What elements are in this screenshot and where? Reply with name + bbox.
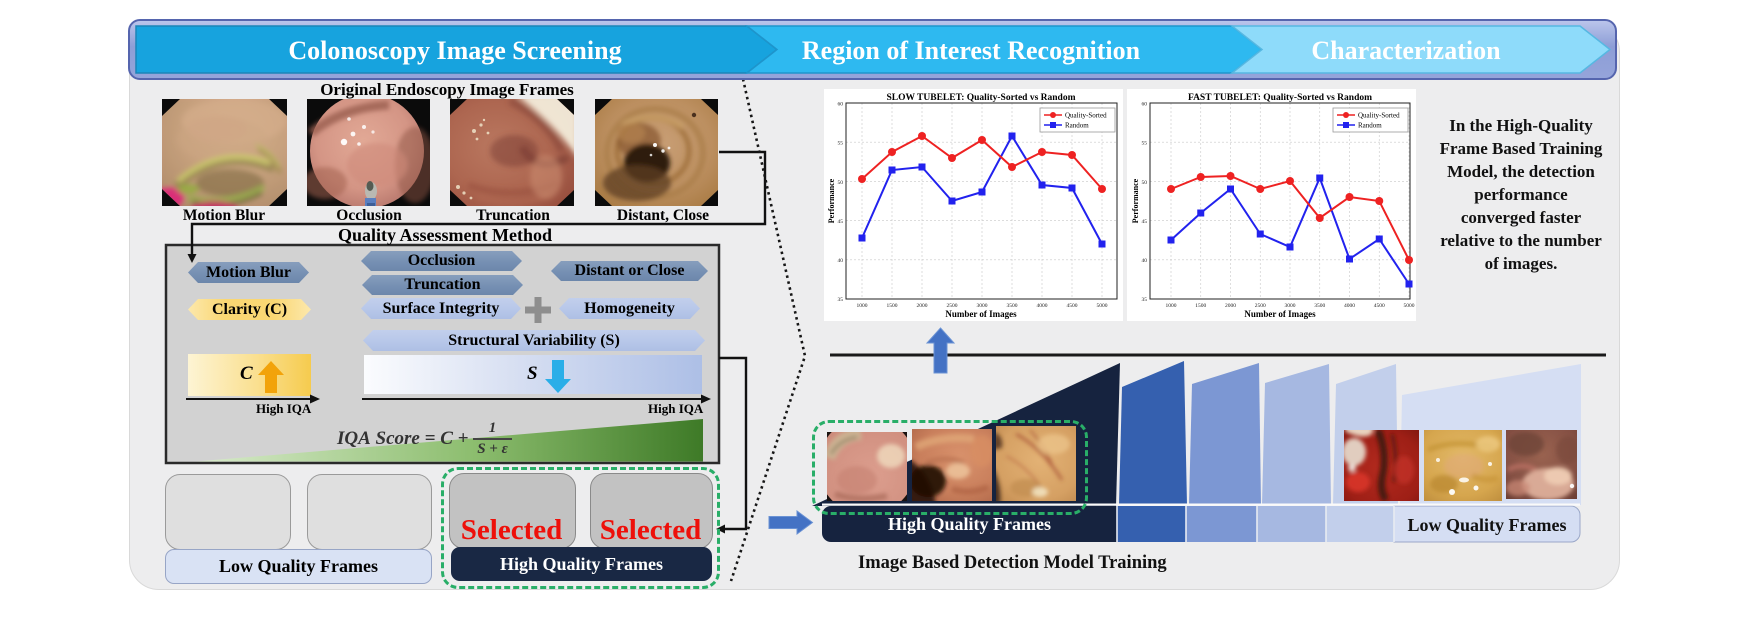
svg-text:45: 45 (838, 219, 844, 225)
svg-text:2500: 2500 (1255, 303, 1266, 309)
svg-text:1500: 1500 (887, 303, 898, 309)
svg-text:4500: 4500 (1067, 303, 1078, 309)
svg-text:Region of Interest Recognition: Region of Interest Recognition (802, 36, 1141, 65)
svg-text:Number of Images: Number of Images (1244, 309, 1316, 319)
svg-text:3500: 3500 (1314, 303, 1325, 309)
svg-text:55: 55 (838, 141, 844, 147)
svg-text:Colonoscopy Image Screening: Colonoscopy Image Screening (288, 36, 621, 65)
svg-text:3000: 3000 (977, 303, 988, 309)
svg-text:60: 60 (1142, 102, 1148, 108)
svg-text:45: 45 (1142, 219, 1148, 225)
svg-text:40: 40 (1142, 258, 1148, 264)
svg-text:50: 50 (1142, 180, 1148, 186)
svg-text:5000: 5000 (1404, 303, 1415, 309)
svg-text:Random: Random (1065, 122, 1089, 130)
svg-text:2500: 2500 (947, 303, 958, 309)
svg-text:Performance: Performance (827, 178, 836, 223)
svg-text:60: 60 (838, 102, 844, 108)
svg-text:1000: 1000 (1166, 303, 1177, 309)
svg-text:Random: Random (1358, 122, 1382, 130)
svg-text:SLOW TUBELET: Quality-Sorted v: SLOW TUBELET: Quality-Sorted vs Random (887, 93, 1076, 103)
svg-text:3000: 3000 (1285, 303, 1296, 309)
svg-text:Characterization: Characterization (1311, 36, 1501, 65)
svg-text:50: 50 (838, 180, 844, 186)
svg-text:1000: 1000 (857, 303, 868, 309)
svg-text:5000: 5000 (1097, 303, 1108, 309)
svg-text:FAST TUBELET: Quality-Sorted v: FAST TUBELET: Quality-Sorted vs Random (1188, 93, 1372, 103)
svg-text:1500: 1500 (1195, 303, 1206, 309)
svg-text:4000: 4000 (1344, 303, 1355, 309)
svg-text:3500: 3500 (1007, 303, 1018, 309)
svg-text:4000: 4000 (1037, 303, 1048, 309)
svg-text:Number of Images: Number of Images (945, 309, 1017, 319)
svg-text:2000: 2000 (1225, 303, 1236, 309)
svg-text:Performance: Performance (1131, 178, 1140, 223)
svg-text:35: 35 (1142, 297, 1148, 303)
svg-text:2000: 2000 (917, 303, 928, 309)
svg-text:4500: 4500 (1374, 303, 1385, 309)
svg-text:55: 55 (1142, 141, 1148, 147)
svg-text:Quality-Sorted: Quality-Sorted (1358, 112, 1400, 120)
svg-text:40: 40 (838, 258, 844, 264)
svg-text:Quality-Sorted: Quality-Sorted (1065, 112, 1107, 120)
svg-text:35: 35 (838, 297, 844, 303)
